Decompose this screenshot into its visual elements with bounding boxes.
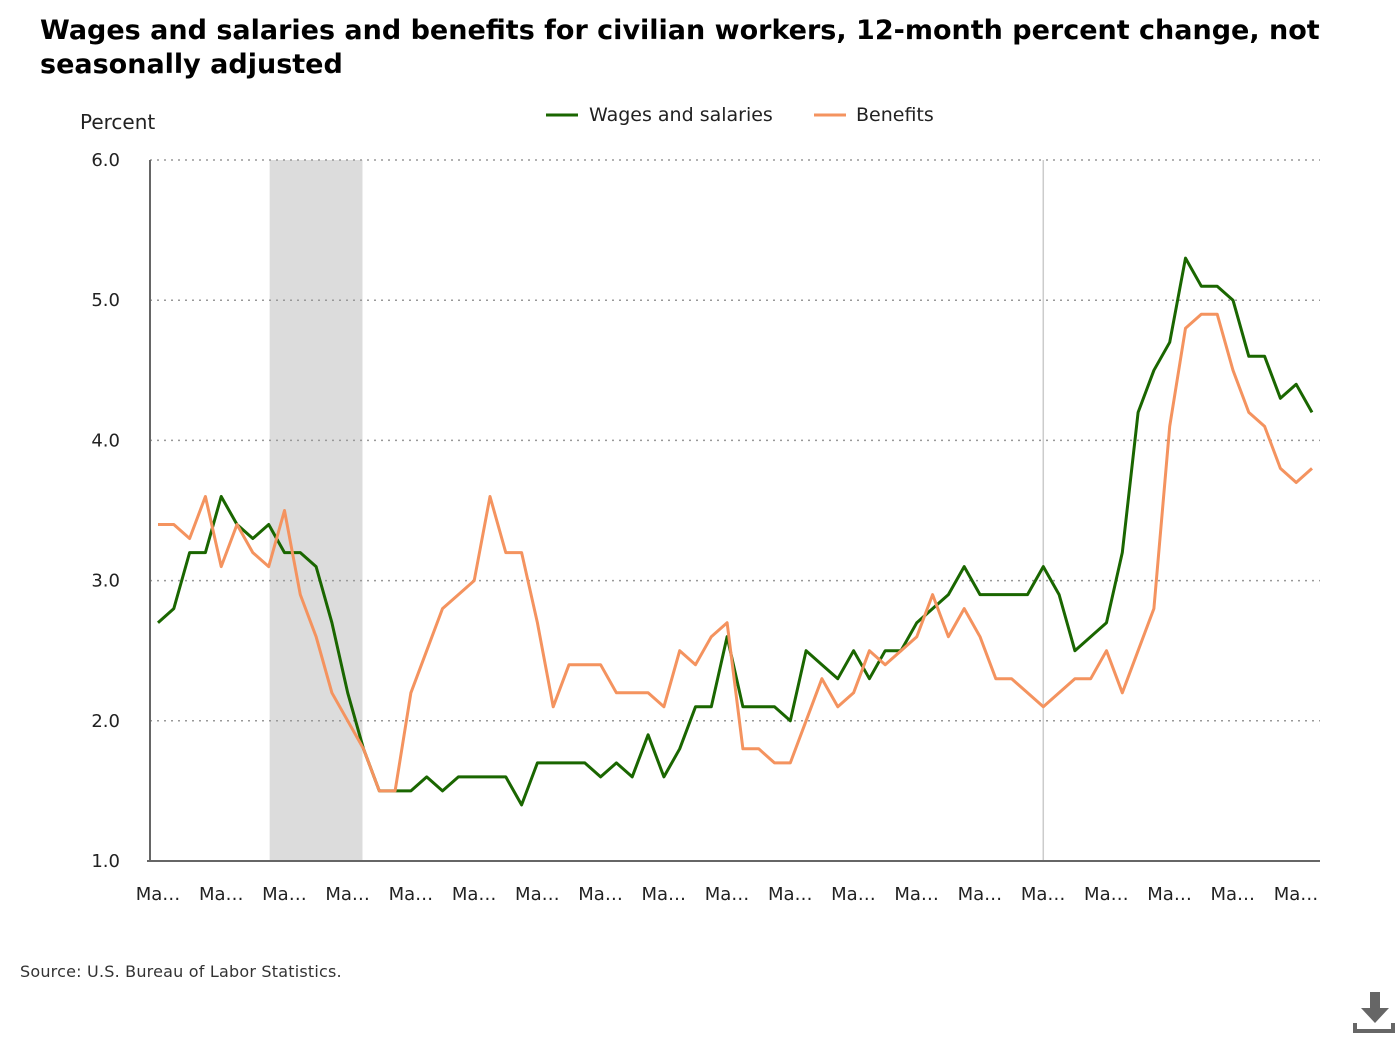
x-tick-label: Ma… [262, 884, 307, 905]
y-tick-label: 2.0 [91, 711, 120, 732]
x-tick-label: Ma… [389, 884, 434, 905]
chart-title: Wages and salaries and benefits for civi… [40, 15, 1320, 80]
x-tick-label: Ma… [958, 884, 1003, 905]
x-tick-label: Ma… [1021, 884, 1066, 905]
x-tick-label: Ma… [768, 884, 813, 905]
y-tick-label: 4.0 [91, 430, 120, 451]
y-axis-title: Percent [80, 110, 155, 134]
x-tick-label: Ma… [641, 884, 686, 905]
y-tick-label: 6.0 [91, 150, 120, 171]
x-tick-label: Ma… [831, 884, 876, 905]
x-tick-label: Ma… [515, 884, 560, 905]
x-tick-label: Ma… [325, 884, 370, 905]
legend-item-wages[interactable]: Wages and salaries [546, 104, 773, 126]
series-line-wages [157, 256, 1314, 807]
x-tick-label: Ma… [1147, 884, 1192, 905]
download-button[interactable] [1352, 990, 1396, 1036]
plot-layer: 6.0 5.0 4.0 3.0 2.0 1.0 Ma… Ma… Ma… Ma… Ma… Ma… Ma… M… [91, 150, 1320, 905]
source-note: Source: U.S. Bureau of Labor Statistics. [20, 962, 342, 981]
y-tick-label: 1.0 [91, 851, 120, 872]
legend-item-benefits[interactable]: Benefits [814, 104, 934, 126]
x-tick-label: Ma… [1084, 884, 1129, 905]
x-tick-label: Ma… [1210, 884, 1255, 905]
legend-label-benefits: Benefits [856, 104, 934, 126]
x-tick-label: Ma… [452, 884, 497, 905]
chart-area: Wages and salaries Benefits Percent 6.0 5… [80, 104, 1320, 905]
x-tick-label: Ma… [199, 884, 244, 905]
series-line-benefits [158, 312, 1313, 793]
x-tick-label: Ma… [705, 884, 750, 905]
y-tick-label: 3.0 [91, 571, 120, 592]
x-tick-label: Ma… [578, 884, 623, 905]
legend[interactable]: Wages and salaries Benefits [546, 104, 934, 126]
download-icon [1353, 992, 1395, 1033]
y-tick-label: 5.0 [91, 290, 120, 311]
x-tick-label: Ma… [1274, 884, 1319, 905]
x-tick-label: Ma… [894, 884, 939, 905]
legend-label-wages: Wages and salaries [589, 104, 773, 126]
x-tick-label: Ma… [136, 884, 181, 905]
